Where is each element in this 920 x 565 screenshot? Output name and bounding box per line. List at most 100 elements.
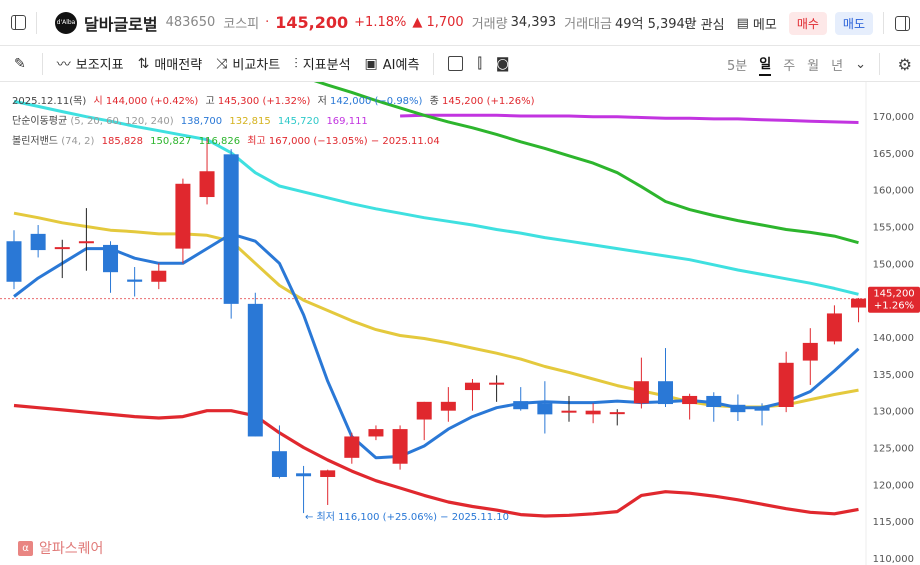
volume-value: 34,393	[510, 15, 557, 30]
shuffle-icon: ⤨	[216, 55, 228, 72]
layout-button[interactable]	[448, 56, 464, 71]
y-tick-label: 170,000	[873, 112, 914, 123]
memo-button[interactable]: ▤ 메모	[737, 14, 777, 33]
legend-open: 144,000 (+0.42%)	[105, 96, 199, 107]
change-amount: ▲ 1,700	[412, 15, 464, 30]
current-price-badge-change: +1.26%	[874, 301, 914, 312]
period-week[interactable]: 주	[783, 58, 796, 74]
screenshot-button[interactable]: ◙	[496, 56, 510, 72]
stock-code: 483650	[165, 15, 216, 30]
candle-body	[682, 395, 698, 405]
current-price: 145,200	[275, 13, 349, 32]
period-selector: 5분 일 주 월 년 ⌄	[727, 46, 866, 82]
price-chart[interactable]: 170,000165,000160,000155,000150,000145,0…	[0, 82, 920, 565]
sell-button[interactable]: 매도	[834, 11, 873, 35]
candle-body	[585, 410, 601, 415]
pencil-icon: ✎	[14, 55, 26, 72]
candle-body	[103, 244, 119, 273]
toolbar-item-compare[interactable]: ⤨ 비교차트	[216, 54, 280, 74]
toolbar-item-label: 보조지표	[75, 58, 124, 73]
ma-params: (5, 20, 60, 120, 240)	[70, 116, 174, 127]
candle-body	[489, 382, 505, 385]
candle-body	[78, 241, 94, 244]
candle-body	[392, 429, 408, 464]
ma5-value: 138,700	[180, 116, 223, 127]
divider	[879, 53, 880, 75]
legend-high-label: 고	[205, 96, 215, 107]
watch-button[interactable]: ☆ 관심	[683, 14, 724, 33]
watermark: α 알파스퀘어	[18, 538, 103, 558]
chevron-down-icon[interactable]: ⌄	[855, 56, 866, 72]
square-icon	[448, 56, 464, 71]
candle-body	[537, 403, 553, 415]
toolbar-item-label: 지표분석	[302, 58, 351, 73]
y-tick-label: 110,000	[873, 554, 914, 565]
candle-body	[30, 233, 46, 251]
ma60-line	[13, 99, 859, 296]
y-tick-label: 115,000	[873, 517, 914, 528]
market-name: 코스피	[223, 17, 260, 32]
candle-body	[368, 429, 384, 437]
panel-right-icon	[894, 15, 910, 31]
candle-body	[6, 241, 22, 282]
candle-body	[296, 473, 312, 477]
y-tick-label: 150,000	[873, 259, 914, 270]
toolbar-item-ai[interactable]: ▣ AI예측	[364, 54, 420, 74]
candle-body	[561, 410, 577, 413]
candle-body	[416, 401, 432, 420]
candle-body	[247, 303, 263, 437]
bb-params: (74, 2)	[61, 136, 95, 147]
stock-header: d'Alba 달바글로벌 483650 코스피 · 145,200 +1.18%…	[0, 0, 920, 46]
period-year[interactable]: 년	[831, 58, 844, 74]
gear-icon[interactable]: ⚙	[897, 55, 912, 74]
candle-type-button[interactable]: ⫿	[477, 56, 481, 72]
candlestick-icon: ⫿	[477, 55, 482, 72]
candle-body	[271, 451, 287, 477]
bb-upper-value: 185,828	[101, 136, 143, 147]
period-month[interactable]: 월	[807, 58, 820, 74]
toolbar-item-indicators[interactable]: 〰 보조지표	[57, 54, 124, 74]
camera-icon: ◙	[495, 55, 510, 72]
candle-body	[151, 270, 167, 282]
indicator-icon: 〰	[56, 56, 71, 73]
period-day[interactable]: 일	[759, 53, 772, 76]
candle-body	[54, 247, 70, 250]
candle-body	[175, 183, 191, 249]
bb-mid-value: 150,827	[150, 136, 192, 147]
candle-body	[754, 406, 770, 411]
draw-tool-button[interactable]: ✎	[14, 56, 26, 72]
volume-label: 거래량	[471, 17, 508, 32]
period-5min[interactable]: 5분	[726, 58, 748, 74]
ma-legend: 단순이동평균 (5, 20, 60, 120, 240) 138,700 132…	[12, 112, 368, 127]
ma20-value: 132,815	[229, 116, 271, 127]
candle-body	[440, 401, 456, 411]
ai-chip-icon: ▣	[364, 55, 378, 72]
separator-dot: ·	[265, 15, 270, 30]
candles-analysis-icon: ⫶	[294, 55, 298, 72]
current-price-badge	[868, 286, 920, 313]
toolbar-item-strategy[interactable]: ⇅ 매매전략	[137, 54, 203, 74]
toolbar-item-analysis[interactable]: ⫶ 지표분석	[294, 54, 351, 74]
left-panel-toggle-button[interactable]	[0, 0, 36, 46]
bb-label: 볼린저밴드	[12, 136, 58, 147]
candle-body	[658, 381, 674, 405]
max-annotation: 최고 167,000 (−13.05%) − 2025.11.04	[247, 136, 440, 147]
candle-body	[851, 298, 867, 308]
legend-open-label: 시	[93, 96, 103, 107]
logo-text: d'Alba	[56, 19, 76, 26]
ma240-value: 169,111	[326, 116, 368, 127]
star-icon: ☆	[683, 14, 697, 32]
min-annotation: ← 최저 116,100 (+25.06%) − 2025.11.10	[305, 512, 509, 523]
legend-close-label: 종	[429, 96, 439, 107]
legend-low-label: 저	[317, 96, 327, 107]
bb-legend: 볼린저밴드 (74, 2) 185,828 150,827 116,826 최고…	[12, 132, 440, 147]
right-panel-toggle-button[interactable]	[884, 0, 920, 46]
candle-body	[778, 362, 794, 407]
candle-body	[513, 401, 529, 410]
bollinger-lower-band-line	[13, 403, 859, 518]
buy-button[interactable]: 매수	[788, 11, 827, 35]
sort-arrows-icon: ⇅	[137, 55, 150, 72]
candle-body	[730, 404, 746, 413]
y-tick-label: 140,000	[873, 333, 914, 344]
